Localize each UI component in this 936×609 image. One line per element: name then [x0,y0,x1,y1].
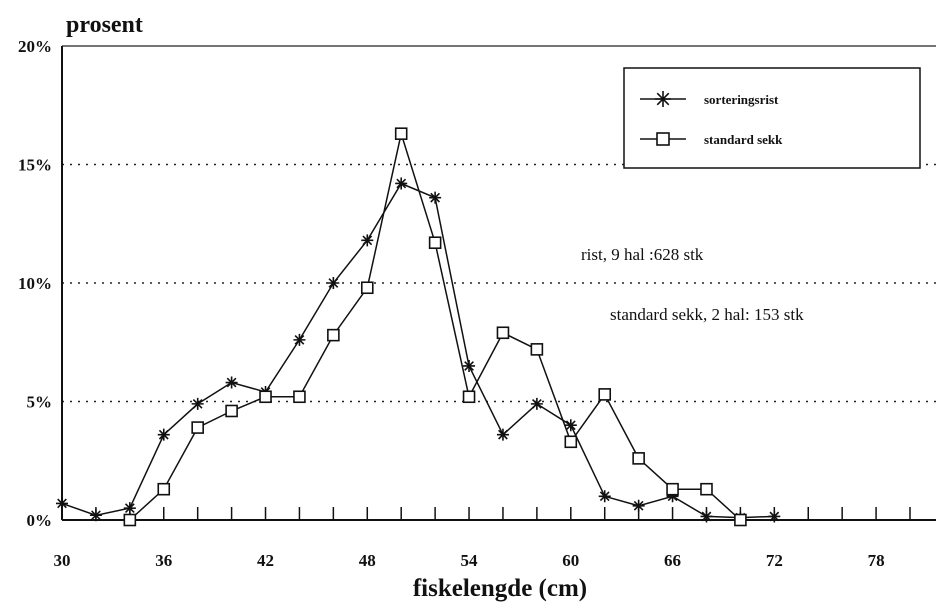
data-point-asterisk [157,428,170,441]
data-point-square [394,127,408,140]
x-tick-label: 78 [868,551,885,570]
data-point-asterisk [530,397,543,410]
data-point-asterisk [327,277,340,289]
data-point-square [632,452,645,465]
x-tick-label: 66 [664,551,681,570]
y-tick-labels: 0% 5% 10% 15% 20% [18,37,52,530]
x-tick-label: 54 [461,551,479,570]
legend-label-standard-sekk: standard sekk [704,132,783,147]
data-point-square [700,482,713,496]
legend: sorteringsrist standard sekk [623,67,921,169]
data-point-asterisk [632,499,645,512]
annotation-standard-sekk: standard sekk, 2 hal: 153 stk [610,305,804,324]
annotation-rist: rist, 9 hal :628 stk [581,245,704,264]
data-point-asterisk [463,359,476,372]
data-point-asterisk [191,397,204,410]
legend-box [623,67,921,169]
series-line [61,182,775,519]
data-point-square [666,482,679,496]
data-point-square [564,435,578,449]
x-tick-label: 42 [257,551,274,570]
y-tick-label: 10% [18,274,52,293]
x-tick-label: 72 [766,551,783,570]
asterisk-icon [655,91,671,107]
data-point-asterisk [225,376,238,389]
y-tick-label: 15% [18,156,52,175]
y-tick-label: 0% [27,511,53,530]
data-point-square [259,390,272,404]
data-point-asterisk [89,509,102,522]
x-tick-label: 36 [155,551,172,570]
data-point-asterisk [293,333,306,346]
data-point-square [360,281,374,295]
square-icon [656,132,670,146]
data-point-asterisk [123,502,136,515]
data-point-square [530,343,544,356]
series-line [129,130,741,521]
x-tick-label: 30 [54,551,71,570]
axes [61,46,936,521]
data-point-square [123,513,137,527]
data-point-asterisk [700,510,713,523]
data-point-square [598,388,612,401]
y-axis-label: prosent [66,12,143,38]
data-point-square [327,328,340,342]
series [56,127,781,527]
legend-marker-square [656,132,670,146]
series-sorteringsrist [56,177,781,524]
data-point-asterisk [768,510,781,523]
x-tick-label: 48 [359,551,376,570]
legend-marker-asterisk [655,91,671,107]
legend-label-sorteringsrist: sorteringsrist [704,92,779,107]
data-point-square [157,482,171,496]
data-point-asterisk [56,497,68,510]
data-point-square [293,390,306,404]
data-point-asterisk [429,191,442,204]
series-standard-sekk [123,127,747,527]
data-point-asterisk [496,428,509,441]
data-point-square [191,421,204,434]
data-point-asterisk [395,177,408,190]
x-tick-labels: 30 36 42 48 54 60 66 72 78 [54,507,911,570]
x-axis-label: fiskelengde (cm) [413,575,587,602]
data-point-asterisk [361,234,374,247]
data-point-square [225,404,238,418]
y-tick-label: 5% [27,393,53,412]
data-point-square [734,513,747,527]
data-point-square [462,390,476,404]
data-point-asterisk [666,490,679,503]
data-point-square [496,326,510,340]
data-point-square [428,236,442,250]
x-tick-label: 60 [562,551,579,570]
data-point-asterisk [564,419,577,432]
y-tick-label: 20% [18,37,52,56]
data-point-asterisk [598,490,611,503]
